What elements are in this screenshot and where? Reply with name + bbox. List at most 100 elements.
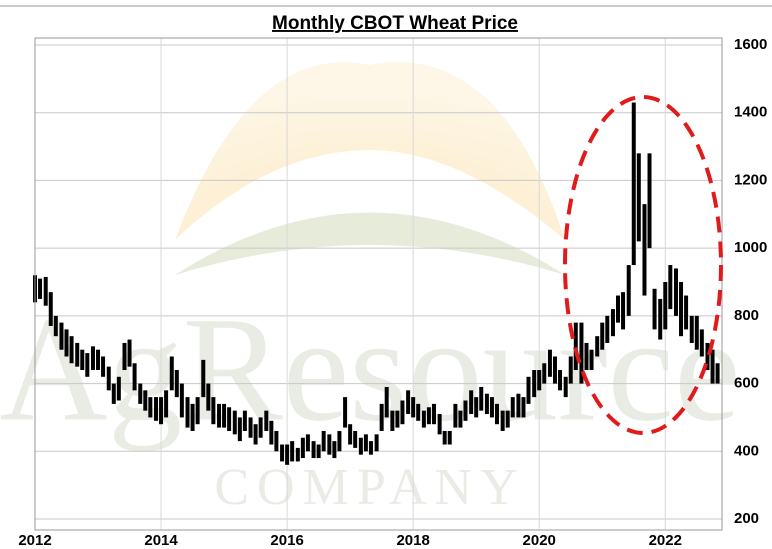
price-bar [563,376,568,398]
price-bar [305,434,310,452]
price-bar [547,349,552,377]
price-bar [636,153,641,242]
x-tick-label: 2022 [649,532,682,549]
price-bar [43,276,48,306]
price-bar [484,393,489,415]
price-bar [38,278,43,299]
price-bar [479,386,484,411]
price-bar [663,282,668,330]
price-bar [684,295,689,330]
price-bar [573,322,578,371]
price-bar [626,265,631,316]
price-bar [406,390,411,415]
price-bar [694,315,699,350]
logo-arc [175,62,565,240]
x-tick-label: 2012 [18,532,51,549]
price-bar [311,441,316,459]
price-bar [442,430,447,445]
price-bar [679,282,684,337]
price-bar [600,322,605,350]
price-bar [111,383,116,404]
price-bar [253,424,258,445]
chart-title: Monthly CBOT Wheat Price [272,13,518,34]
y-tick-label: 200 [734,510,759,527]
price-bar [258,417,263,438]
logo-leaf [175,212,565,275]
price-bar [179,383,184,418]
price-bar [201,359,206,398]
price-bar [69,336,74,364]
price-bar [584,342,589,371]
price-bar [542,363,547,384]
price-bar [489,397,494,418]
price-bar [469,390,474,415]
price-bar [316,444,321,459]
price-bar [368,441,373,455]
y-tick-label: 1200 [734,171,767,188]
x-tick-label: 2016 [270,532,303,549]
price-bar [227,407,232,431]
price-bar [494,403,499,425]
price-bar [705,342,710,371]
y-tick-label: 800 [734,307,759,324]
price-bar [132,363,137,391]
price-bar [343,397,348,428]
price-bar [510,397,515,418]
price-bar [715,363,720,384]
price-bar [458,410,463,428]
price-bar [589,349,594,371]
price-bar [300,437,305,459]
price-bar [53,315,58,337]
price-bar [348,424,353,445]
price-bar [437,414,442,435]
highlight-ellipse [563,95,723,435]
price-bar [642,204,647,296]
price-bar [400,400,405,425]
price-bar [290,441,295,462]
price-bar [75,342,80,367]
price-bar [374,434,379,452]
price-bar [96,349,101,371]
price-bar [222,403,227,428]
price-bar [516,393,521,418]
price-bar [431,403,436,425]
watermark: COMPANY [214,459,525,516]
price-bar [363,434,368,452]
price-bar [579,322,584,384]
price-bar [206,383,211,411]
price-bar [384,386,389,418]
price-bar [526,376,531,404]
price-bar [500,410,505,431]
price-bar [148,397,153,418]
price-bar [48,292,53,327]
price-bar [710,349,715,384]
price-bar [658,298,663,340]
price-bar [379,403,384,431]
price-bar [505,410,510,428]
price-bar [143,390,148,411]
price-bar [652,288,657,330]
price-bar [211,397,216,425]
price-bar [64,329,69,357]
price-bar [232,410,237,435]
price-bar [532,370,537,398]
price-bar [689,315,694,343]
price-bar [101,356,106,377]
price-bar [673,268,678,316]
price-bar [390,410,395,431]
price-bar [605,315,610,343]
y-tick-label: 600 [734,375,759,392]
price-bar [90,346,95,371]
price-bar [164,390,169,418]
price-bar [285,444,290,465]
price-bar [621,292,626,330]
price-bar [595,336,600,357]
y-tick-label: 400 [734,442,759,459]
price-bar [280,444,285,462]
price-bar [116,376,121,401]
price-bar [174,370,179,398]
price-bar [463,400,468,421]
price-bar [106,366,111,391]
price-bar [195,397,200,425]
